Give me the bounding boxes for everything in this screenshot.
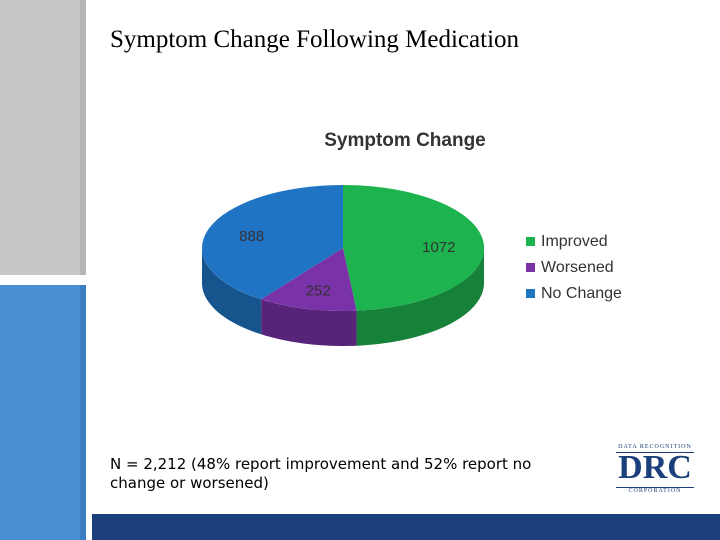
legend-swatch-worsened xyxy=(526,263,535,272)
legend-swatch-no-change xyxy=(526,289,535,298)
side-panel-blue xyxy=(0,285,86,540)
pie-side-no-change xyxy=(202,248,262,335)
logo-bottom-text: CORPORATION xyxy=(628,488,682,494)
pie-slice-improved xyxy=(343,184,485,311)
logo-top-text: DATA RECOGNITION xyxy=(618,444,692,450)
side-panel-gray xyxy=(0,0,86,275)
side-panel-blue-edge xyxy=(80,285,86,540)
footnote: N = 2,212 (48% report improvement and 52… xyxy=(110,455,532,492)
drc-logo: DATA RECOGNITION DRC CORPORATION xyxy=(612,444,698,498)
pie-slice-worsened xyxy=(261,248,357,312)
data-label-improved: 1072 xyxy=(422,239,455,256)
pie-chart-svg: Symptom Change 1072 252 888 Improved Worsen… xyxy=(202,130,622,346)
legend-swatch-improved xyxy=(526,237,535,246)
pie-slice-no-change xyxy=(202,185,343,300)
bottom-bar xyxy=(92,514,720,540)
chart-title: Symptom Change xyxy=(324,130,486,151)
slide-title: Symptom Change Following Medication xyxy=(110,26,520,53)
logo-main-text: DRC xyxy=(618,449,692,486)
legend-label-worsened: Worsened xyxy=(541,259,614,276)
data-label-no-change: 888 xyxy=(239,228,264,245)
legend-label-no-change: No Change xyxy=(541,285,622,302)
logo-rule-top xyxy=(616,452,694,453)
pie-data-labels: 1072 252 888 xyxy=(239,228,455,300)
chart-legend: Improved Worsened No Change xyxy=(526,233,622,302)
pie-side-improved xyxy=(356,248,484,346)
data-label-worsened: 252 xyxy=(306,282,331,299)
legend-label-improved: Improved xyxy=(541,233,608,250)
logo-rule-bottom xyxy=(616,487,694,488)
pie-side-worsened xyxy=(261,299,357,346)
side-panel-gray-edge xyxy=(80,0,86,275)
pie-tops xyxy=(202,184,485,312)
pie-chart: Symptom Change 1072 252 888 Improved Worsen… xyxy=(190,120,650,365)
pie-sides xyxy=(202,248,484,346)
